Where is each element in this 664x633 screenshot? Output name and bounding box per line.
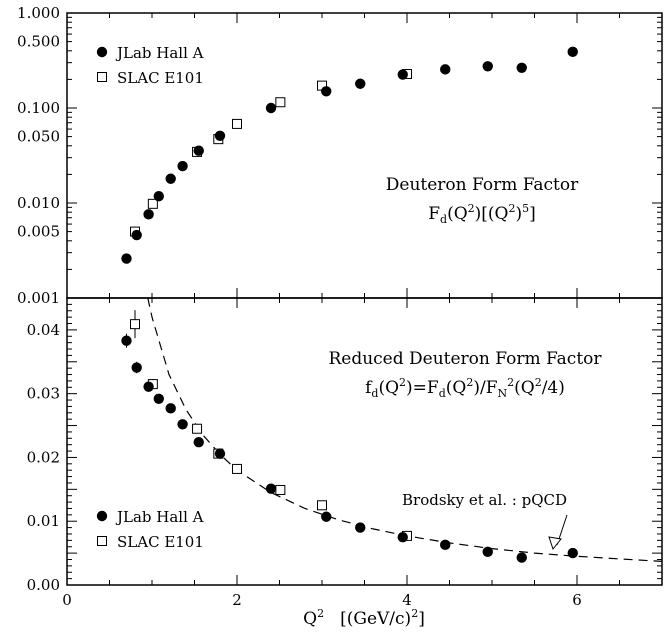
x-axis-title: Q2 [(GeV/c)2] <box>303 607 425 629</box>
top-jlab-point <box>321 86 332 97</box>
top-jlab-point <box>567 46 578 58</box>
top-jlab-point <box>214 130 226 141</box>
top-jlab-point <box>193 145 204 156</box>
top-jlab-point <box>153 190 164 202</box>
top-y-tick-label: 1.000 <box>17 4 60 22</box>
top-jlab-point <box>121 253 132 264</box>
bottom-slac-point <box>232 463 242 474</box>
top-panel-ticks <box>66 13 663 299</box>
top-jlab-point <box>355 78 366 89</box>
top-legend-slac-marker <box>97 72 107 82</box>
top-y-tick-label: 0.050 <box>17 128 60 146</box>
top-jlab-point <box>516 62 527 73</box>
bottom-panel-data-points <box>121 310 578 563</box>
bottom-jlab-point <box>214 448 226 459</box>
top-jlab-point <box>165 173 176 184</box>
bottom-jlab-point <box>516 552 527 563</box>
bottom-y-tick-label: 0.04 <box>27 321 60 339</box>
bottom-annotation-title: Reduced Deuteron Form Factor <box>328 349 602 369</box>
x-tick-label: 4 <box>402 591 412 609</box>
bottom-legend-slac-marker <box>97 536 107 546</box>
top-slac-point <box>147 198 158 209</box>
bottom-jlab-point <box>121 335 132 346</box>
bottom-panel-ticks <box>66 297 663 586</box>
x-tick-label: 6 <box>572 591 582 609</box>
bottom-jlab-point <box>265 483 277 494</box>
bottom-jlab-point <box>440 539 451 551</box>
top-panel-data-points <box>121 46 578 264</box>
bottom-jlab-point <box>131 362 142 373</box>
bottom-legend-slac-label: SLAC E101 <box>117 533 204 551</box>
bottom-legend-jlab-label: JLab Hall A <box>115 508 204 526</box>
x-tick-label: 2 <box>232 591 242 609</box>
pqcd-dashed-curve <box>147 297 663 562</box>
bottom-jlab-point <box>193 436 204 448</box>
top-legend-jlab-marker <box>96 46 108 58</box>
top-y-tick-label: 0.500 <box>17 33 60 51</box>
top-y-tick-label: 0.001 <box>17 289 60 307</box>
top-y-tick-label: 0.100 <box>17 99 60 117</box>
pqcd-curve-label: Brodsky et al. : pQCD <box>402 491 567 509</box>
top-jlab-point <box>265 102 277 114</box>
x-tick-label: 0 <box>62 591 72 609</box>
top-y-tick-label: 0.005 <box>17 223 60 241</box>
bottom-y-tick-label: 0.03 <box>27 385 60 403</box>
bottom-annotation-formula: fd(Q2)=Fd(Q2)/FN2(Q2/4) <box>365 376 565 400</box>
bottom-jlab-point <box>165 403 176 414</box>
top-jlab-point <box>397 69 408 80</box>
top-annotation-formula: Fd(Q2)[(Q2)5] <box>428 202 536 226</box>
bottom-legend-jlab-marker <box>96 510 108 522</box>
top-jlab-point <box>131 229 142 241</box>
top-legend-jlab-label: JLab Hall A <box>115 44 204 62</box>
top-jlab-point <box>482 61 493 72</box>
top-legend-slac-label: SLAC E101 <box>117 69 204 87</box>
bottom-jlab-point <box>177 419 188 430</box>
bottom-y-tick-label: 0.00 <box>27 576 60 594</box>
bottom-jlab-point <box>143 381 154 392</box>
bottom-panel-tick-labels: 0.00 0.01 0.02 0.03 0.04 0 2 4 6 <box>27 321 582 609</box>
top-jlab-point <box>143 209 154 220</box>
top-jlab-point <box>440 64 451 75</box>
top-y-tick-label: 0.010 <box>17 194 60 212</box>
bottom-jlab-point <box>321 511 332 522</box>
bottom-y-tick-label: 0.02 <box>27 448 60 466</box>
bottom-jlab-point <box>153 393 164 404</box>
bottom-jlab-point <box>567 547 578 559</box>
bottom-slac-point <box>192 423 203 434</box>
top-jlab-point <box>177 160 188 172</box>
pqcd-arrow-head <box>548 536 562 551</box>
bottom-slac-point <box>275 484 286 495</box>
top-slac-point <box>275 97 286 108</box>
top-annotation-title: Deuteron Form Factor <box>386 175 579 195</box>
top-panel-y-tick-labels: 1.000 0.500 0.100 0.050 0.010 0.005 0.001 <box>17 4 60 307</box>
bottom-jlab-point <box>397 531 408 543</box>
bottom-y-tick-label: 0.01 <box>27 512 60 530</box>
bottom-slac-point <box>317 500 327 511</box>
top-slac-point <box>232 118 242 129</box>
bottom-jlab-point <box>355 522 366 533</box>
bottom-slac-point <box>130 319 140 330</box>
bottom-jlab-point <box>482 546 493 558</box>
